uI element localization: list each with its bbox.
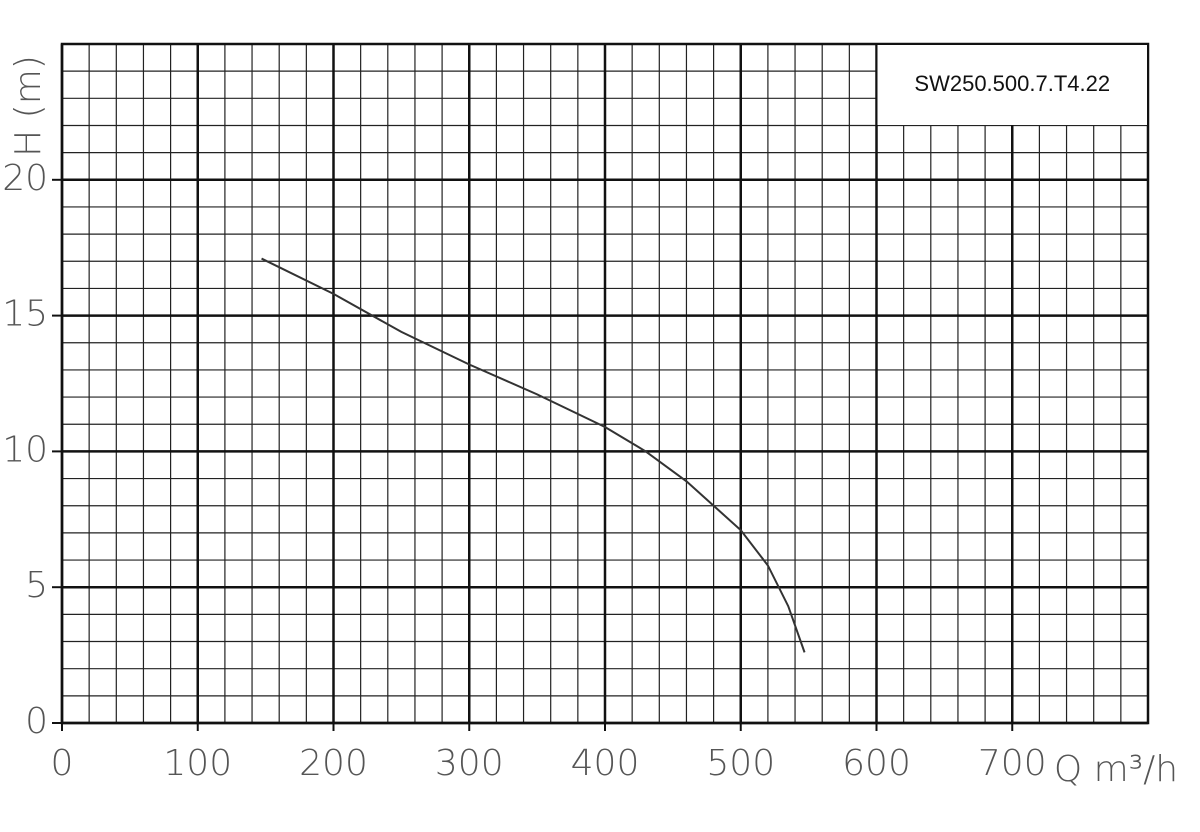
x-tick-label: 400: [571, 743, 640, 784]
y-tick-label: 5: [25, 565, 48, 606]
y-tick-label: 20: [2, 158, 48, 199]
x-tick-label: 700: [978, 743, 1047, 784]
x-tick-label: 0: [51, 743, 74, 784]
x-tick-label: 200: [299, 743, 368, 784]
x-tick-label: 500: [706, 743, 775, 784]
y-tick-label: 15: [2, 294, 48, 335]
y-axis-label: H (m): [8, 55, 49, 157]
y-tick-label: 10: [2, 429, 48, 470]
x-tick-label: 300: [435, 743, 504, 784]
x-tick-label: 100: [163, 743, 232, 784]
pump-curve: [261, 257, 806, 653]
title-box: [877, 45, 1147, 125]
x-axis-label: Q m³/h: [1054, 749, 1178, 790]
plot-frame: [60, 42, 1150, 725]
chart-title: SW250.500.7.T4.22: [914, 71, 1110, 96]
x-tick-label: 600: [842, 743, 911, 784]
y-tick-label: 0: [25, 701, 48, 742]
